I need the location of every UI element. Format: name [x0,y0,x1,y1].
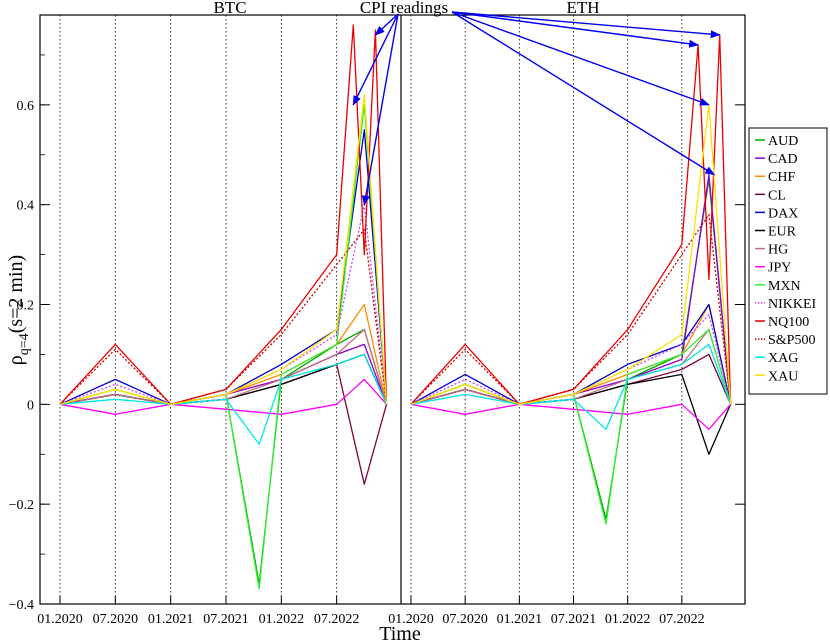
series-line-hg [410,328,732,405]
series-line-mxn [410,328,732,525]
series-line-eur [59,353,388,405]
legend-label: XAU [768,369,798,384]
legend-label: CHF [768,170,795,185]
cpi-arrow [451,11,710,106]
x-tick-label: 01.2021 [497,612,543,627]
panel-title-btc: BTC [213,0,246,17]
x-tick-label: 01.2020 [37,612,83,627]
legend-label: XAG [768,351,798,366]
x-tick-label: 01.2021 [148,612,194,627]
y-tick-label: −0.4 [9,598,34,613]
legend-label: AUD [768,134,798,149]
x-tick-label: 01.2022 [259,612,305,627]
y-axis-title-rest: (s=2 min) [5,255,27,334]
y-tick-label: −0.2 [9,498,34,513]
series-line-dax [59,129,388,405]
cpi-arrow [451,11,716,176]
series-line-mxn [59,104,388,590]
series-line-jpy [59,378,387,415]
legend-label: NQ100 [768,315,809,330]
y-axis-title-symbol: ρ [5,355,27,365]
y-axis-title: ρq=4(s=2 min) [5,255,32,365]
y-tick-label: 0.2 [17,299,35,314]
x-tick-label: 07.2022 [314,612,360,627]
cpi-annotation-label: CPI readings [360,0,448,17]
series-lines [59,24,732,590]
plot-frame [39,14,746,605]
legend-label: CAD [768,152,798,167]
legend-label: JPY [768,261,791,276]
y-axis: −0.4 −0.2 0 0.2 0.4 0.6 [9,54,745,613]
x-tick-label: 01.2022 [605,612,651,627]
cpi-arrow [451,11,721,39]
legend-label: CL [768,188,786,203]
x-tick-label: 07.2022 [659,612,705,627]
legend-box [748,127,828,395]
series-line-hg [59,328,388,405]
panel-series-eth [410,34,732,525]
x-axis: 01.2020 07.2020 01.2021 07.2021 01.2022 07.20… [37,596,705,627]
legend-label: S&P500 [768,333,815,348]
series-line-nq100 [410,34,732,405]
series-line-sp500 [410,214,732,405]
cpi-arrows [352,11,721,206]
x-tick-label: 07.2020 [442,612,488,627]
legend: AUD CAD CHF CL DAX EUR HG JPY MXN NIKKEI NQ100 S&P5… [748,127,828,395]
cpi-arrow [451,11,700,48]
series-line-jpy [410,403,732,430]
legend-label: MXN [768,279,801,294]
series-line-dax [410,303,732,405]
x-tick-label: 07.2020 [93,612,139,627]
x-axis-title: Time [379,623,421,643]
series-line-cad [410,174,732,405]
series-line-xau [410,104,732,405]
series-line-xau [59,94,388,405]
cpi-arrow [374,13,399,36]
x-tick-label: 07.2021 [551,612,597,627]
cpi-arrow [361,13,399,206]
y-axis-title-subscript: q=4 [17,333,32,355]
panel-title-eth: ETH [566,0,599,17]
series-line-xag [410,343,732,430]
series-line-xag [59,353,388,445]
series-line-sp500 [59,228,388,405]
panel-series-btc [59,24,388,590]
legend-label: HG [768,243,788,258]
legend-label: EUR [768,225,797,240]
cpi-arrow [352,13,399,106]
y-tick-label: 0.4 [17,199,35,214]
legend-label: NIKKEI [768,297,817,312]
series-line-cl [410,353,732,405]
y-tick-label: 0.6 [17,99,35,114]
x-tick-label: 07.2021 [203,612,249,627]
x-tick-label: 01.2020 [388,612,434,627]
series-line-nq100 [59,24,388,405]
grid [59,15,683,604]
legend-label: DAX [768,206,798,221]
y-tick-label: 0 [27,398,34,413]
